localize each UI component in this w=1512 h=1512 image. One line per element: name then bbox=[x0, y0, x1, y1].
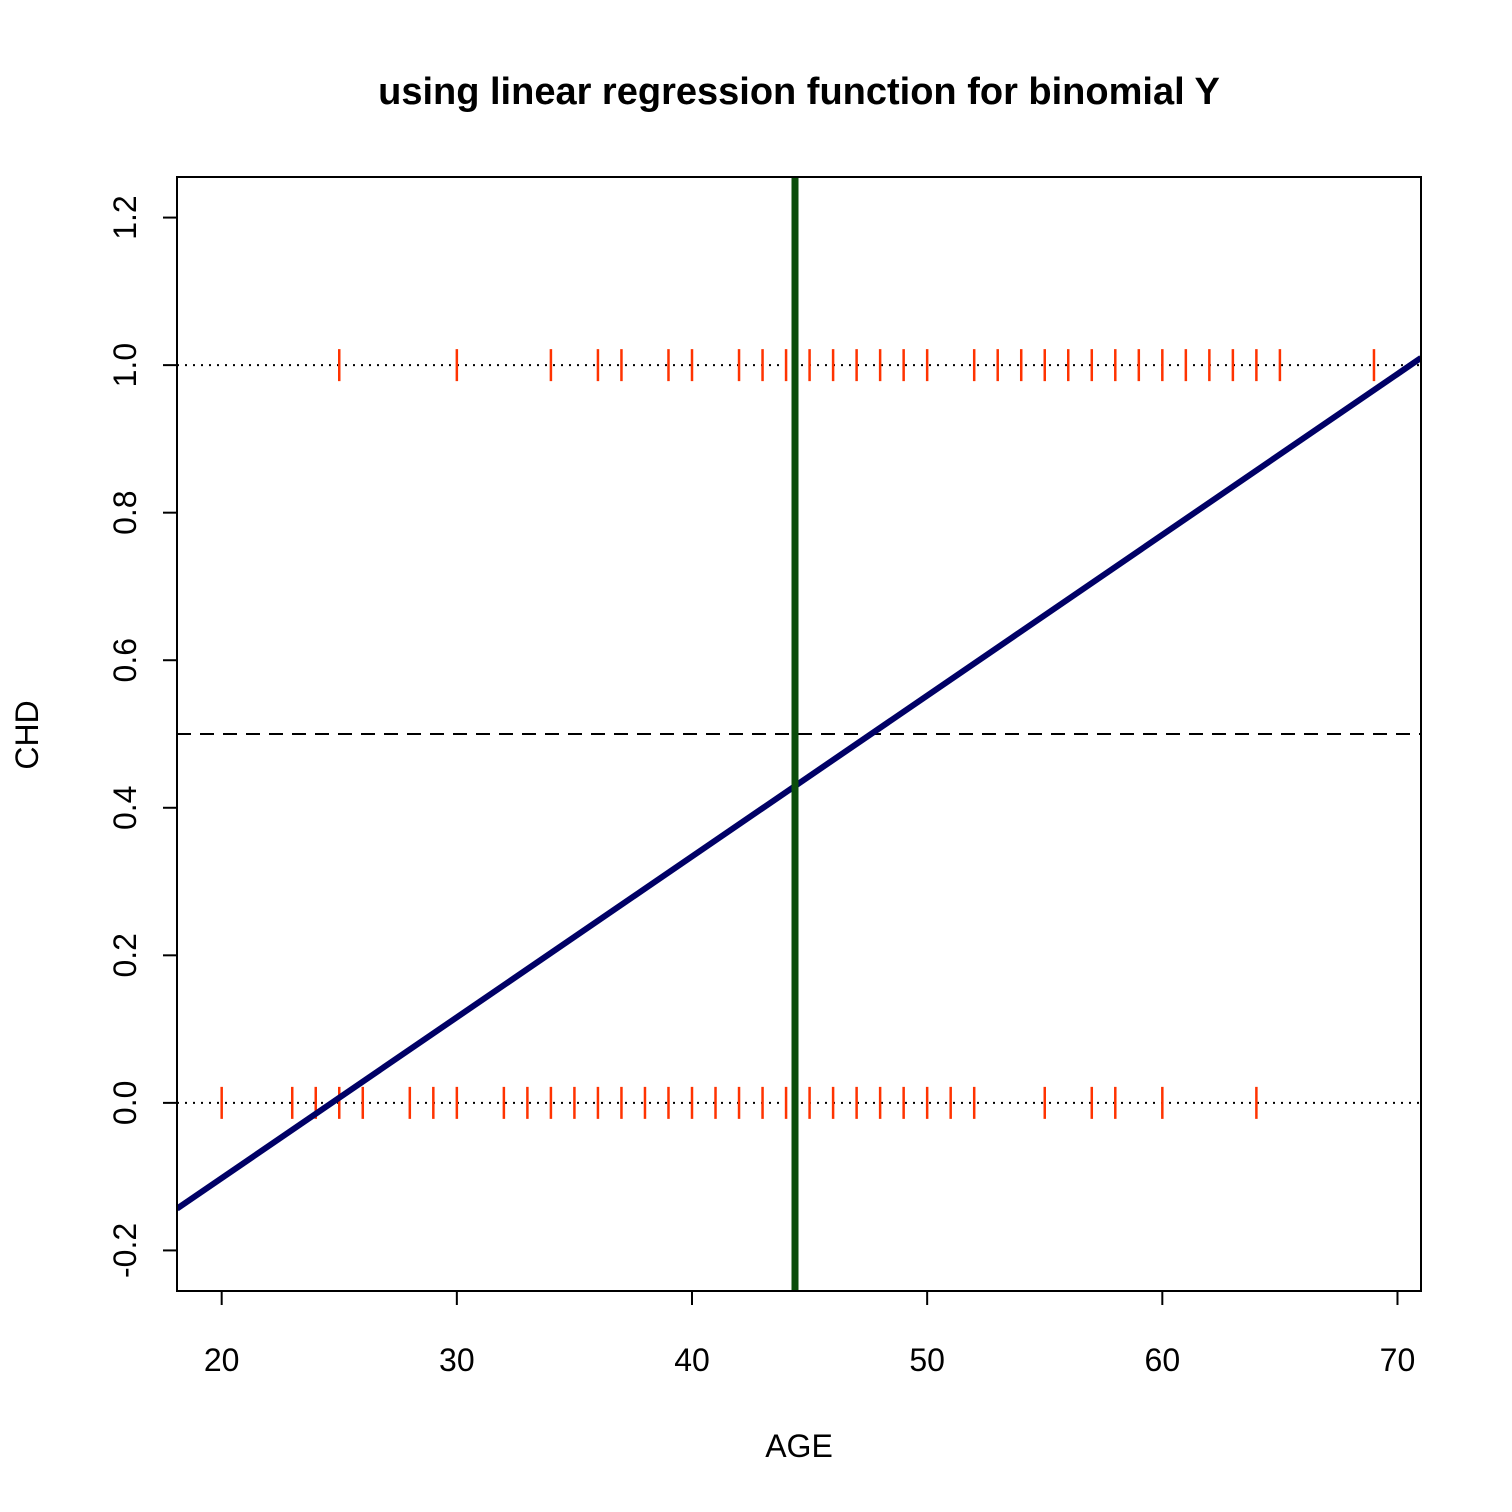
x-tick-label: 50 bbox=[909, 1342, 945, 1378]
y-axis: -0.2 0.0 0.2 0.4 0.6 0.8 1.0 1.2 bbox=[107, 195, 177, 1278]
chart-title: using linear regression function for bin… bbox=[378, 71, 1220, 113]
x-axis-label: AGE bbox=[765, 1428, 833, 1464]
x-tick-label: 60 bbox=[1145, 1342, 1181, 1378]
plot-content bbox=[177, 177, 1421, 1291]
x-tick-label: 30 bbox=[439, 1342, 475, 1378]
x-tick-label: 70 bbox=[1380, 1342, 1416, 1378]
y-tick-label: 0.2 bbox=[107, 933, 143, 977]
x-tick-label: 20 bbox=[204, 1342, 240, 1378]
y-tick-label: 0.0 bbox=[107, 1081, 143, 1125]
regression-line bbox=[177, 355, 1421, 1212]
y-tick-label: 0.8 bbox=[107, 490, 143, 534]
y-axis-label: CHD bbox=[9, 700, 45, 769]
y-tick-label: 1.2 bbox=[107, 195, 143, 239]
y-tick-label: 0.4 bbox=[107, 786, 143, 830]
x-tick-label: 40 bbox=[674, 1342, 710, 1378]
x-axis: 20 30 40 50 60 70 bbox=[204, 1290, 1416, 1378]
plot-area bbox=[176, 176, 1422, 1292]
y-tick-label: 0.6 bbox=[107, 638, 143, 682]
y-tick-label: 1.0 bbox=[107, 343, 143, 387]
y-tick-label: -0.2 bbox=[107, 1223, 143, 1278]
